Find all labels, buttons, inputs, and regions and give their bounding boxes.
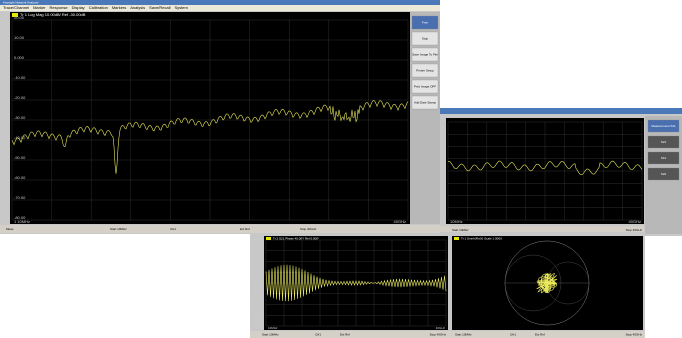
menu-item[interactable]: Save/Recall (149, 5, 170, 10)
y-tick-label: -60.00 (14, 175, 26, 180)
softkey[interactable] (411, 31, 439, 46)
x-start-label: 1 10MHz (14, 219, 30, 224)
x-stop-label: 40GHz (629, 219, 641, 224)
softkey-label[interactable]: Measurement S11 (651, 124, 676, 128)
trace-label: Tr 2 S21 Phase 45.00°/ Ref 0.000° (273, 236, 320, 240)
trace (265, 264, 447, 302)
menu-item[interactable]: Display (72, 5, 85, 10)
status-text: Ext Ref (340, 332, 350, 336)
trace (447, 160, 643, 176)
menu-item[interactable]: System (175, 5, 189, 10)
softkey[interactable] (647, 135, 680, 149)
status-bar (450, 331, 645, 338)
status-text: Ext Ref (535, 332, 545, 336)
status-text: Stop 40GHz (626, 228, 643, 232)
trace-tag (12, 13, 18, 17)
y-tick-label: 100.0 (254, 259, 262, 263)
y-tick-label: -20.00 (14, 95, 26, 100)
softkey[interactable] (647, 151, 680, 165)
status-bar (250, 331, 450, 338)
trace (535, 272, 558, 294)
status-text: CH1 (315, 332, 321, 336)
status-text: CH1 (510, 332, 516, 336)
y-tick-label: -10.00 (14, 75, 26, 80)
menu-item[interactable]: Calibration (89, 5, 108, 10)
softkey[interactable] (411, 95, 439, 110)
trace-tag (266, 237, 271, 240)
menu-item[interactable]: Analysis (130, 5, 145, 10)
y-tick-label: 150.0 (254, 249, 262, 253)
title-bar (438, 108, 682, 114)
softkey-panel (410, 12, 440, 224)
menu-item[interactable]: Markers (112, 5, 126, 10)
y-tick-label: -40.00 (14, 135, 26, 140)
status-text: Meas (6, 227, 14, 231)
softkey[interactable] (647, 167, 680, 181)
status-text: CH1 (170, 227, 176, 231)
softkey-label[interactable]: Add Date Stamp (414, 100, 436, 104)
softkey[interactable] (411, 15, 439, 30)
y-tick-label: 20.00 (14, 15, 25, 20)
status-text: Stop 40GHz (626, 332, 643, 336)
softkey-label[interactable]: Print Image OFF (414, 84, 436, 88)
x-stop-label: 40GHz (394, 219, 406, 224)
y-tick-label: 50.00 (254, 270, 262, 274)
softkey-label[interactable]: S21 (661, 140, 667, 144)
softkey[interactable] (411, 79, 439, 94)
y-tick-label: 200.0 (254, 238, 262, 242)
trace-label: Tr 1 Log Mag 10.00dB/ Ref -30.00dB (20, 12, 86, 17)
y-tick-label: -50.00 (253, 292, 262, 296)
x-start-label: 10MHz (268, 326, 278, 330)
softkey[interactable] (647, 119, 680, 133)
status-text: Stop 40GHz (430, 332, 447, 336)
status-text: Start 10MHz (110, 227, 127, 231)
softkey-label[interactable]: Printer Setup (416, 68, 434, 72)
menu-item[interactable]: Response (50, 5, 69, 10)
menu-item[interactable]: Trace/Channel (3, 5, 29, 10)
status-text: Ext Ref (240, 227, 250, 231)
x-stop-label: 40GHz (436, 326, 446, 330)
y-tick-label: -80.00 (14, 215, 26, 220)
status-text: Start 10MHz (452, 228, 469, 232)
status-bar (0, 225, 440, 233)
softkey-label[interactable]: Save Image To File (412, 52, 438, 56)
y-tick-label: -150.0 (253, 313, 262, 317)
y-tick-label: -50.00 (14, 155, 26, 160)
y-tick-label: 10.00 (14, 35, 25, 40)
softkey[interactable] (411, 47, 439, 62)
status-text: Start 10MHz (262, 332, 279, 336)
softkey-label[interactable]: S22 (661, 172, 667, 176)
status-bar (438, 226, 644, 234)
window-title: Keysight Network Analyzer (3, 0, 39, 4)
y-tick-label: -200.0 (253, 324, 262, 328)
title-bar (0, 0, 440, 5)
trace-label: Tr 1 Smith(R+jX) Scale 1.000U (461, 236, 502, 240)
trace (11, 100, 409, 174)
softkey[interactable] (411, 63, 439, 78)
softkey-label[interactable]: Free (422, 20, 429, 24)
y-tick-label: -100.0 (253, 302, 262, 306)
menu-item[interactable]: Marker (33, 5, 46, 10)
y-tick-label: -70.00 (14, 195, 26, 200)
x-start-label: 10MHz (450, 219, 463, 224)
y-tick-label: 0.000 (14, 55, 25, 60)
y-tick-label: 0.000 (254, 281, 262, 285)
trace-tag (454, 237, 459, 240)
smith-circle (504, 254, 562, 312)
y-tick-label: -30.00 (14, 115, 26, 120)
softkey-label[interactable]: Stop (422, 36, 429, 40)
status-text: Stop 40GHz (300, 227, 317, 231)
status-text: Start 10MHz (455, 332, 472, 336)
softkey-label[interactable]: S12 (661, 156, 667, 160)
menu-bar (0, 5, 440, 11)
